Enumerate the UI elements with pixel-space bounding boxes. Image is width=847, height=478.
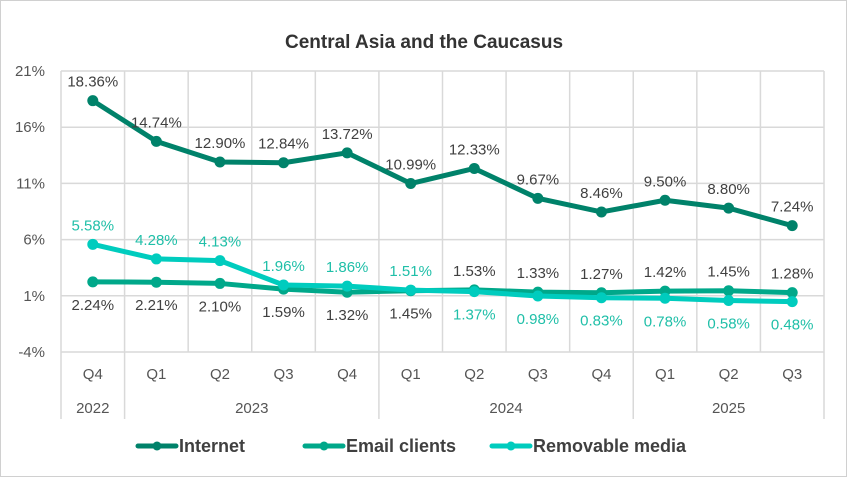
removable-media-point (87, 238, 99, 250)
internet-data-label: 9.67% (517, 171, 560, 188)
email-clients-data-label: 1.42% (644, 264, 687, 281)
removable-media-data-label: 1.51% (389, 263, 432, 280)
removable-media-data-label: 0.48% (771, 317, 814, 334)
email-clients-data-label: 1.32% (326, 307, 369, 324)
x-tick-label: Q3 (274, 366, 294, 383)
y-tick-label: 1% (23, 288, 45, 305)
email-clients-point (786, 287, 798, 299)
removable-media-point (341, 280, 353, 292)
y-tick-label: 21% (15, 63, 45, 80)
email-clients-data-label: 1.28% (771, 266, 814, 283)
internet-point (659, 194, 671, 206)
email-clients-point (723, 285, 735, 297)
removable-media-point (532, 290, 544, 302)
internet-legend-marker (152, 441, 162, 451)
removable-media-data-label: 0.58% (707, 316, 750, 333)
removable-media-data-label: 4.13% (199, 234, 242, 251)
x-tick-label: Q1 (401, 366, 421, 383)
internet-data-label: 18.36% (67, 74, 118, 91)
email-clients-data-label: 1.27% (580, 266, 623, 283)
removable-media-point (595, 292, 607, 304)
removable-media-data-label: 1.86% (326, 259, 369, 276)
internet-data-label: 8.80% (707, 181, 750, 198)
x-tick-label: Q2 (464, 366, 484, 383)
internet-point (405, 178, 417, 190)
x-tick-label: Q1 (655, 366, 675, 383)
internet-legend-label: Internet (179, 436, 245, 456)
removable-media-point (278, 279, 290, 291)
removable-media-point (468, 286, 480, 298)
email-clients-data-label: 1.53% (453, 263, 496, 280)
email-clients-point (150, 276, 162, 288)
removable-media-legend-label: Removable media (533, 436, 687, 456)
x-tick-label: Q3 (782, 366, 802, 383)
email-clients-data-label: 1.45% (707, 264, 750, 281)
removable-media-point (405, 284, 417, 296)
removable-media-data-label: 5.58% (72, 217, 115, 234)
removable-media-point (786, 296, 798, 308)
removable-media-point (150, 253, 162, 265)
internet-point (150, 135, 162, 147)
internet-data-label: 12.33% (449, 141, 500, 158)
removable-media-point (723, 295, 735, 307)
email-clients-data-label: 1.59% (262, 304, 305, 321)
internet-point (278, 157, 290, 169)
internet-point (532, 192, 544, 204)
y-tick-label: 16% (15, 119, 45, 136)
chart-title: Central Asia and the Caucasus (285, 32, 563, 53)
y-tick-label: 6% (23, 232, 45, 249)
internet-data-label: 8.46% (580, 185, 623, 202)
internet-data-label: 12.90% (195, 135, 246, 152)
internet-data-label: 14.74% (131, 114, 182, 131)
removable-media-data-label: 1.96% (262, 258, 305, 275)
internet-point (468, 162, 480, 174)
y-tick-label: 11% (16, 175, 45, 192)
email-clients-data-label: 2.24% (72, 297, 115, 314)
internet-point (723, 202, 735, 214)
internet-data-label: 7.24% (771, 199, 814, 216)
x-tick-label: Q4 (83, 366, 103, 383)
internet-data-label: 9.50% (644, 173, 687, 190)
y-tick-label: -4% (18, 344, 45, 361)
removable-media-legend-marker (506, 441, 516, 451)
email-clients-data-label: 1.45% (389, 306, 432, 323)
internet-point (214, 156, 226, 168)
email-clients-data-label: 1.33% (517, 265, 560, 282)
internet-point (341, 147, 353, 159)
year-label: 2023 (235, 400, 268, 417)
x-tick-label: Q2 (719, 366, 739, 383)
internet-point (595, 206, 607, 218)
internet-data-label: 12.84% (258, 136, 309, 153)
removable-media-point (659, 292, 671, 304)
x-tick-label: Q3 (528, 366, 548, 383)
removable-media-data-label: 1.37% (453, 307, 496, 324)
internet-data-label: 13.72% (322, 126, 373, 143)
year-label: 2025 (712, 400, 745, 417)
removable-media-data-label: 0.98% (517, 311, 560, 328)
removable-media-data-label: 0.83% (580, 313, 623, 330)
removable-media-data-label: 4.28% (135, 232, 178, 249)
x-tick-label: Q1 (146, 366, 166, 383)
year-label: 2024 (489, 400, 522, 417)
removable-media-data-label: 0.78% (644, 313, 687, 330)
email-clients-point (214, 277, 226, 289)
email-clients-point (87, 276, 99, 288)
internet-line (91, 98, 793, 229)
year-label: 2022 (76, 400, 109, 417)
removable-media-point (214, 255, 226, 267)
internet-point (786, 220, 798, 232)
internet-point (87, 95, 99, 107)
email-clients-legend-marker (319, 441, 329, 451)
email-clients-data-label: 2.10% (199, 298, 242, 315)
x-tick-label: Q2 (210, 366, 230, 383)
x-tick-label: Q4 (337, 366, 357, 383)
x-tick-label: Q4 (591, 366, 611, 383)
email-clients-data-label: 2.21% (135, 297, 178, 314)
email-clients-legend-label: Email clients (346, 436, 456, 456)
removable-media-line (92, 241, 793, 305)
internet-data-label: 10.99% (385, 157, 436, 174)
